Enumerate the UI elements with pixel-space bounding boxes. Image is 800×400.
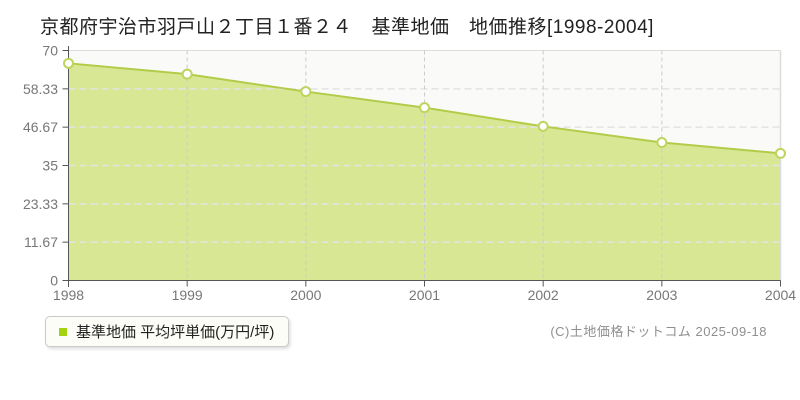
legend-swatch-icon (59, 327, 67, 336)
x-tick-label-2004: 2004 (765, 287, 796, 303)
data-point-marker-2001 (419, 102, 430, 114)
y-tick-label-0: 0 (50, 273, 58, 289)
data-point-marker-2000 (300, 86, 312, 98)
chart-title: 京都府宇治市羽戸山２丁目１番２４ 基準地価 地価推移[1998-2004] (40, 17, 654, 38)
x-tick-label-2000: 2000 (290, 287, 321, 303)
data-point-marker-1998 (63, 57, 74, 69)
legend-label: 基準地価 平均坪単価(万円/坪) (76, 324, 275, 341)
data-point-marker-2003 (656, 137, 668, 148)
data-point-marker-2002 (537, 120, 549, 132)
y-tick-label-46.67: 46.67 (23, 119, 58, 135)
y-tick-label-70: 70 (42, 43, 58, 59)
x-tick-label-2002: 2002 (528, 287, 559, 303)
x-tick-label-2001: 2001 (409, 287, 440, 303)
x-tick-label-1998: 1998 (53, 287, 84, 303)
data-point-marker-2004 (775, 147, 786, 159)
data-point-marker-1999 (181, 68, 193, 80)
y-tick-label-35: 35 (42, 158, 58, 174)
x-tick-label-1999: 1999 (172, 287, 203, 303)
legend: 基準地価 平均坪単価(万円/坪) (45, 316, 290, 347)
y-tick-label-23.33: 23.33 (23, 196, 58, 212)
y-tick-label-58.33: 58.33 (23, 81, 58, 97)
copyright-text: (C)土地価格ドットコム 2025-09-18 (550, 324, 767, 339)
y-tick-label-11.67: 11.67 (24, 234, 58, 250)
x-tick-label-2003: 2003 (646, 287, 677, 303)
